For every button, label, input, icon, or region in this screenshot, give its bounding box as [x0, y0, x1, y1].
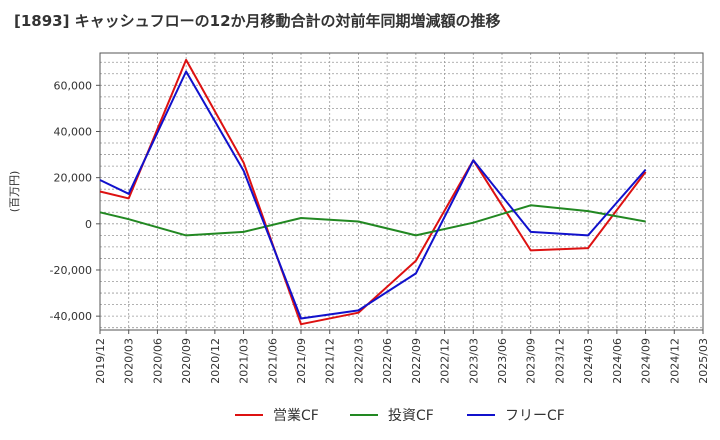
- y-tick-label: 60,000: [54, 79, 93, 92]
- x-tick-label: 2024/06: [611, 338, 624, 384]
- x-tick-label: 2023/03: [467, 338, 480, 384]
- x-tick-label: 2021/12: [324, 338, 337, 384]
- y-axis: -40,000 -20,000 0 20,000 40,000 60,000: [50, 79, 100, 323]
- x-tick-label: 2022/12: [439, 338, 452, 384]
- x-tick-label: 2022/06: [381, 338, 394, 384]
- series: [99, 58, 647, 326]
- y-tick-label: -20,000: [50, 264, 92, 277]
- y-tick-label: 20,000: [54, 172, 93, 185]
- x-tick-label: 2022/09: [410, 338, 423, 384]
- x-tick-label: 2019/12: [94, 338, 107, 384]
- x-tick-label: 2024/09: [640, 338, 653, 384]
- x-tick-label: 2022/03: [352, 338, 365, 384]
- legend-label: 投資CF: [388, 408, 434, 424]
- x-tick-label: 2024/12: [668, 338, 681, 384]
- x-tick-label: 2020/03: [123, 338, 136, 384]
- y-axis-label: (百万円): [8, 171, 21, 213]
- x-tick-label: 2021/03: [238, 338, 251, 384]
- x-tick-label: 2020/12: [209, 338, 222, 384]
- x-axis: 2019/12 2020/03 2020/06 2020/09 2020/12 2021/…: [94, 330, 710, 384]
- x-tick-label: 2024/03: [582, 338, 595, 384]
- y-tick-label: 40,000: [54, 125, 93, 138]
- grid: [99, 53, 704, 330]
- plot-area: [100, 53, 703, 330]
- x-tick-label: 2020/09: [180, 338, 193, 384]
- legend-label: フリーCF: [505, 408, 565, 424]
- series-line: [99, 70, 647, 320]
- x-tick-label: 2020/06: [151, 338, 164, 384]
- legend: 営業CF 投資CF フリーCF: [235, 408, 565, 424]
- y-tick-label: -40,000: [50, 310, 92, 323]
- x-tick-label: 2023/06: [496, 338, 509, 384]
- x-tick-label: 2023/09: [525, 338, 538, 384]
- x-tick-label: 2025/03: [697, 338, 710, 384]
- series-line: [99, 58, 647, 326]
- x-tick-label: 2023/12: [553, 338, 566, 384]
- y-tick-label: 0: [85, 218, 92, 231]
- legend-label: 営業CF: [273, 408, 319, 424]
- x-tick-label: 2021/06: [266, 338, 279, 384]
- series-line: [99, 204, 646, 237]
- x-tick-label: 2021/09: [295, 338, 308, 384]
- chart-title: [1893] キャッシュフローの12か月移動合計の対前年同期増減額の推移: [14, 12, 501, 30]
